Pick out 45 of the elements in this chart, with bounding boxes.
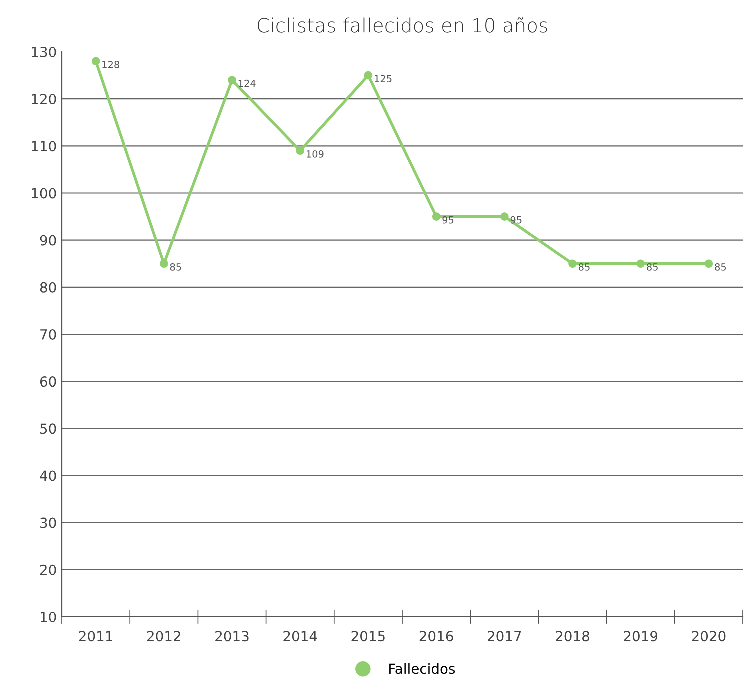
data-label: 85 (715, 264, 726, 271)
data-label: 85 (578, 264, 590, 271)
data-label: 128 (102, 61, 120, 68)
x-tick-label: 2015 (352, 631, 385, 642)
y-tick-label: 100 (32, 188, 56, 199)
data-label: 125 (375, 75, 392, 83)
data-label: 124 (238, 80, 256, 88)
point (568, 260, 577, 268)
data-label: 95 (442, 216, 454, 224)
data-label: 109 (306, 150, 324, 158)
y-tick-label: 40 (40, 470, 56, 482)
legend-label: Fallecidos (390, 663, 456, 674)
point (296, 146, 305, 156)
x-tick-label: 2013 (216, 631, 249, 642)
y-tick-label: 50 (40, 424, 56, 434)
x-tick-label: 2018 (556, 631, 590, 642)
data-label: 85 (647, 264, 658, 271)
chart-title: Ciclistas fallecidos en 10 años (258, 18, 548, 33)
point (160, 260, 168, 268)
point (364, 71, 373, 80)
point (228, 76, 236, 84)
x-tick-label: 2020 (692, 631, 726, 642)
data-label: 95 (510, 216, 522, 224)
point (92, 57, 100, 66)
y-tick-label: 110 (32, 141, 56, 152)
y-tick-label: 70 (40, 329, 56, 340)
y-tick-label: 90 (40, 235, 56, 246)
y-tick-label: 80 (40, 282, 56, 293)
y-tick-label: 130 (32, 46, 56, 58)
x-tick-label: 2016 (420, 631, 454, 642)
x-tick-label: 2014 (284, 631, 318, 642)
point (432, 212, 441, 221)
x-tick-label: 2019 (624, 631, 658, 642)
y-tick-label: 30 (40, 518, 56, 528)
y-tick-label: 10 (40, 612, 56, 622)
y-tick-label: 20 (40, 564, 56, 576)
y-tick-label: 120 (32, 94, 56, 105)
point (500, 212, 509, 221)
x-tick-label: 2012 (147, 631, 180, 642)
point (704, 260, 714, 268)
data-label: 85 (170, 264, 182, 271)
point (636, 260, 646, 268)
y-tick-label: 60 (40, 376, 56, 388)
x-tick-label: 2017 (488, 631, 522, 642)
x-tick-label: 2011 (79, 631, 112, 642)
